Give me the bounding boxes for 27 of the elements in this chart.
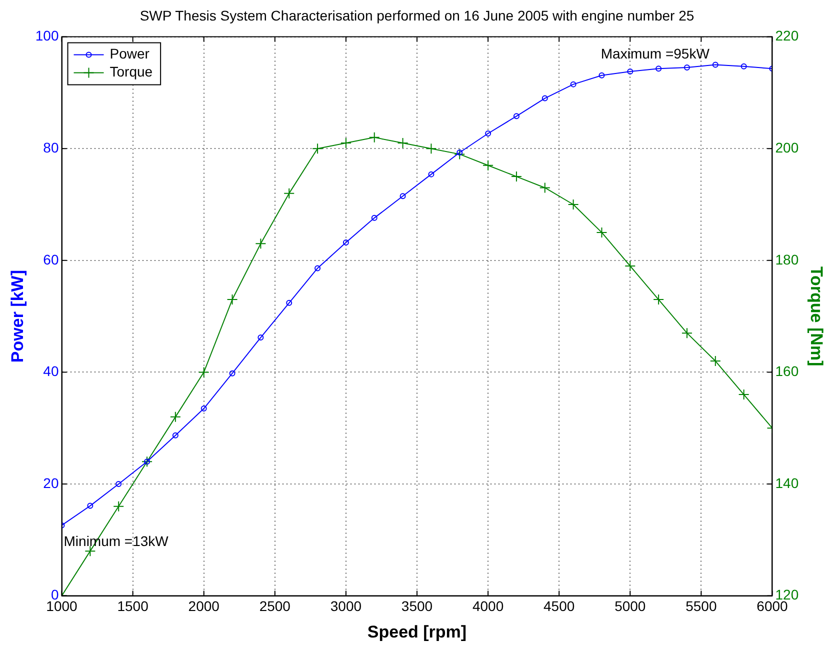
y2-tick-label: 220 [775, 28, 799, 44]
x-tick-label: 3000 [330, 598, 362, 614]
legend-label: Power [110, 46, 150, 62]
y2-tick-label: 180 [775, 251, 799, 268]
y2-tick-label: 160 [775, 363, 799, 380]
x-tick-label: 3500 [401, 598, 433, 614]
x-axis-title: Speed [rpm] [367, 622, 467, 642]
y2-axis-title: Torque [Nm] [807, 266, 826, 366]
y-tick-label: 100 [35, 28, 59, 44]
y-tick-label: 60 [43, 251, 59, 268]
y-tick-label: 40 [43, 363, 59, 380]
y2-tick-label: 200 [775, 139, 799, 156]
y-tick-label: 20 [43, 474, 59, 491]
x-tick-label: 2500 [259, 598, 291, 614]
annotation: Maximum =95kW [600, 46, 710, 62]
legend-label: Torque [110, 64, 153, 80]
x-tick-label: 2000 [188, 598, 220, 614]
y-tick-label: 80 [43, 139, 59, 156]
x-tick-label: 6000 [756, 598, 788, 614]
chart-title: SWP Thesis System Characterisation performed on 16 June 2005 with engine number 25 [140, 7, 694, 24]
x-tick-label: 5000 [614, 598, 646, 614]
y-axis-title: Power [kW] [8, 270, 27, 363]
x-tick-label: 4000 [472, 598, 504, 614]
x-tick-label: 1500 [117, 598, 149, 614]
x-tick-label: 5500 [686, 598, 717, 614]
y2-tick-label: 140 [775, 474, 799, 491]
x-tick-label: 4500 [544, 598, 575, 614]
